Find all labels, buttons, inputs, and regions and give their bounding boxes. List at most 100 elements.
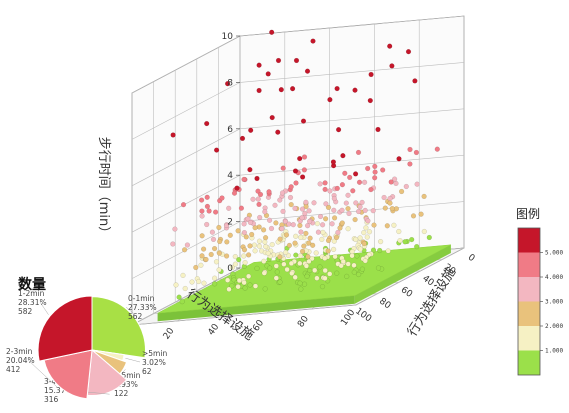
scatter-point xyxy=(434,146,440,152)
scatter-point xyxy=(297,156,303,162)
scatter-point xyxy=(236,277,243,284)
scatter-point xyxy=(325,204,332,211)
scatter-point xyxy=(384,223,390,229)
scatter-point xyxy=(368,187,374,193)
scatter-point xyxy=(297,260,303,267)
z-tick-label: 0 xyxy=(227,264,233,274)
scatter-point xyxy=(335,229,341,236)
scatter-point xyxy=(345,206,351,212)
scatter-point xyxy=(375,126,381,133)
x-tick-label: 80 xyxy=(377,297,392,312)
pie-leader-line xyxy=(39,301,49,315)
scatter-point xyxy=(310,242,316,248)
scatter-point xyxy=(349,253,355,259)
scatter-point xyxy=(330,159,337,165)
back-wall-y xyxy=(239,15,465,269)
scatter-point xyxy=(243,234,249,240)
scatter-points xyxy=(170,29,440,305)
scatter-point xyxy=(199,253,205,259)
scatter-point xyxy=(375,265,382,271)
scatter-point xyxy=(306,258,312,265)
scatter-point xyxy=(305,223,311,229)
pie-slice-label: 582 xyxy=(18,307,33,316)
scatter-point xyxy=(339,207,345,213)
scatter-point xyxy=(368,71,374,78)
scatter-point xyxy=(312,267,318,273)
scatter-point xyxy=(317,181,323,187)
scatter-point xyxy=(281,261,287,267)
scatter-point xyxy=(338,263,344,269)
scatter-point xyxy=(387,195,393,202)
scatter-point xyxy=(248,127,254,133)
scatter-point xyxy=(173,282,179,288)
scatter-point xyxy=(361,230,367,236)
scatter-point xyxy=(385,248,391,254)
scatter-point xyxy=(170,132,176,138)
scatter-point xyxy=(310,38,316,44)
scatter-point xyxy=(301,281,308,287)
scatter-point xyxy=(282,218,289,225)
scatter-point xyxy=(262,239,268,245)
scatter-point xyxy=(355,149,362,156)
scatter-point xyxy=(320,222,326,228)
scatter-point xyxy=(232,254,238,260)
z-tick-label: 6 xyxy=(227,125,233,135)
scatter-point xyxy=(325,237,332,244)
z-axis-title: 步行时间（min） xyxy=(96,137,111,240)
scatter-point xyxy=(336,127,342,133)
scatter-point xyxy=(273,275,279,281)
scatter-point xyxy=(247,167,253,173)
scatter-point xyxy=(389,63,395,69)
pie-slice-label: 15.37% xyxy=(44,386,73,395)
scatter-point xyxy=(184,242,191,248)
scatter-point xyxy=(204,221,210,228)
scatter-point xyxy=(325,248,331,254)
scatter-point xyxy=(236,257,242,263)
y-tick-label: 20 xyxy=(162,326,177,341)
scatter-point xyxy=(249,231,255,238)
pie-leader-line xyxy=(125,357,141,363)
scatter-point xyxy=(262,209,268,215)
scatter-point xyxy=(317,264,323,270)
scatter-point xyxy=(265,250,271,256)
scatter-point xyxy=(242,285,248,291)
scatter-point xyxy=(322,267,328,274)
scatter-point xyxy=(298,234,304,241)
scatter-point xyxy=(216,267,222,273)
scatter-point xyxy=(331,207,337,213)
color-legend: 图例 1.000 2.000 3.000 4.000 5.000 xyxy=(516,207,563,376)
scatter-point xyxy=(362,179,368,185)
scatter-point xyxy=(209,229,216,235)
scatter-point xyxy=(263,244,269,250)
scatter-point xyxy=(241,230,248,236)
scatter-point xyxy=(418,211,424,217)
scatter-point xyxy=(331,246,337,253)
scatter-point xyxy=(407,161,413,167)
pie-slice-label: >5min xyxy=(142,349,167,358)
pie-slice-label: 62 xyxy=(142,367,152,376)
scatter-point xyxy=(426,234,432,241)
scatter-point xyxy=(256,238,263,244)
pie-slice-label: 562 xyxy=(128,312,143,321)
scatter-point xyxy=(241,247,248,253)
scatter-point xyxy=(201,280,207,286)
x-tick-label: 100 xyxy=(353,306,373,324)
scatter-point xyxy=(414,181,420,187)
scatter-point xyxy=(402,239,408,245)
scatter-point xyxy=(199,213,205,219)
scatter-point xyxy=(196,278,202,285)
scatter-point xyxy=(352,217,358,223)
scatter-point xyxy=(272,202,278,208)
scatter-point xyxy=(292,168,299,174)
scatter-point xyxy=(301,154,308,160)
scatter-point xyxy=(219,195,225,201)
scatter-point xyxy=(359,199,365,206)
scatter-point xyxy=(353,171,359,177)
scatter-point xyxy=(225,277,231,283)
scatter-point xyxy=(333,234,340,241)
scatter-point xyxy=(366,229,373,235)
scatter-point xyxy=(307,267,313,274)
legend-title: 图例 xyxy=(516,207,540,221)
scatter-point xyxy=(362,207,368,214)
